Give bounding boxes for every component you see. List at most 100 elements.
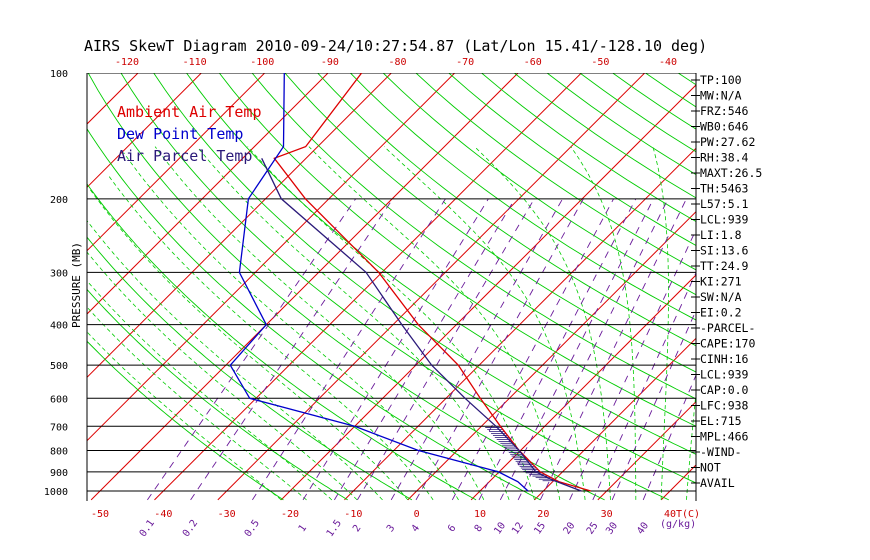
mixing-ratio-line bbox=[390, 198, 563, 501]
mixing-ratio-tick-label: 6 bbox=[446, 523, 458, 534]
mixing-ratio-line bbox=[334, 198, 516, 501]
dry-adiabat-line bbox=[87, 288, 348, 501]
pressure-tick-label: 700 bbox=[50, 422, 68, 433]
pressure-tick-label: 800 bbox=[50, 446, 68, 457]
series-line bbox=[261, 158, 582, 492]
mixing-ratio-line bbox=[499, 198, 654, 501]
pressure-tick-label: 300 bbox=[50, 268, 68, 279]
index-label: RH:38.4 bbox=[700, 151, 749, 165]
dry-adiabat-line bbox=[645, 73, 696, 108]
index-label: PW:27.62 bbox=[700, 135, 755, 149]
index-label: AVAIL bbox=[700, 476, 735, 490]
index-label: TH:5463 bbox=[700, 182, 749, 196]
index-label: MAXT:26.5 bbox=[700, 166, 762, 180]
moist-adiabat-line bbox=[107, 174, 434, 501]
isotherm-line bbox=[87, 73, 456, 442]
mixing-ratio-line bbox=[415, 198, 584, 501]
isotherm-line bbox=[87, 73, 266, 252]
mixing-ratio-line bbox=[190, 198, 394, 501]
top-temp-tick-label: -90 bbox=[321, 57, 339, 68]
mixing-ratio-tick-label: 20 bbox=[562, 520, 578, 536]
bottom-temp-tick-label: 40 bbox=[664, 509, 676, 520]
dry-adiabat-line bbox=[350, 73, 696, 321]
mixing-ratio-line bbox=[451, 198, 614, 501]
isotherm-line bbox=[344, 147, 696, 501]
index-label: LFC:938 bbox=[700, 399, 749, 413]
mixing-ratio-line bbox=[539, 198, 687, 501]
t-unit-label: T(C) bbox=[676, 509, 700, 520]
dry-adiabat-line bbox=[87, 128, 541, 501]
bottom-temp-tick-label: -20 bbox=[281, 509, 299, 520]
dry-adiabat-line bbox=[251, 73, 696, 400]
mixing-ratio-tick-label: 4 bbox=[410, 523, 422, 534]
legend-entry: Ambient Air Temp bbox=[117, 103, 262, 121]
dry-adiabat-line bbox=[87, 73, 605, 501]
top-temp-tick-label: -110 bbox=[183, 57, 207, 68]
mixing-ratio-tick-label: 0.2 bbox=[181, 518, 200, 539]
index-label: TP:100 bbox=[700, 73, 742, 87]
legend-entry: Air Parcel Temp bbox=[117, 147, 252, 165]
index-label: CAP:0.0 bbox=[700, 383, 749, 397]
mixing-ratio-tick-label: 2 bbox=[351, 523, 363, 534]
dry-adiabat-line bbox=[842, 73, 870, 500]
dry-adiabat-line bbox=[415, 73, 696, 271]
dry-adiabat-line bbox=[744, 73, 870, 500]
moist-adiabat-line bbox=[308, 146, 561, 500]
moist-adiabat-line bbox=[196, 146, 510, 501]
mixing-ratio-tick-label: 0.1 bbox=[138, 518, 157, 539]
index-label: FRZ:546 bbox=[700, 104, 749, 118]
dry-adiabat-line bbox=[809, 73, 870, 500]
top-temp-tick-label: -100 bbox=[250, 57, 274, 68]
pressure-tick-label: 600 bbox=[50, 394, 68, 405]
index-label: -WIND- bbox=[700, 445, 742, 459]
pressure-tick-label: 1000 bbox=[44, 487, 68, 498]
index-label: CINH:16 bbox=[700, 352, 749, 366]
dry-adiabat-line bbox=[87, 236, 413, 501]
moist-adiabat-line bbox=[87, 251, 358, 501]
index-label: CAPE:170 bbox=[700, 337, 755, 351]
mixing-ratio-line bbox=[147, 198, 357, 501]
mixing-ratio-tick-label: 0.5 bbox=[243, 518, 262, 539]
top-temp-tick-label: -70 bbox=[456, 57, 474, 68]
dry-adiabat-line bbox=[481, 73, 696, 223]
index-label: WB0:646 bbox=[700, 120, 749, 134]
bottom-temp-tick-label: -10 bbox=[344, 509, 362, 520]
isotherm-line bbox=[0, 64, 21, 500]
bottom-temp-tick-label: -30 bbox=[218, 509, 236, 520]
mixing-ratio-tick-label: 40 bbox=[635, 520, 651, 536]
moist-adiabat-line bbox=[87, 220, 383, 501]
index-label: MPL:466 bbox=[700, 430, 749, 444]
index-label: LCL:939 bbox=[700, 213, 749, 227]
dry-adiabat-line bbox=[448, 73, 696, 247]
index-label: MW:N/A bbox=[700, 89, 742, 103]
index-label: EI:0.2 bbox=[700, 306, 742, 320]
mixing-ratio-tick-label: 8 bbox=[473, 523, 485, 534]
bottom-temp-tick-label: 20 bbox=[537, 509, 549, 520]
index-label: EL:715 bbox=[700, 414, 742, 428]
mixing-ratio-line bbox=[302, 198, 489, 501]
bottom-temp-tick-label: 0 bbox=[414, 509, 420, 520]
mixing-ratio-line bbox=[478, 198, 637, 501]
legend-entry: Dew Point Temp bbox=[117, 125, 243, 143]
index-label: LI:1.8 bbox=[700, 228, 742, 242]
mixing-ratio-tick-label: 10 bbox=[492, 520, 508, 536]
isotherm-line bbox=[534, 337, 696, 501]
isotherm-line bbox=[87, 73, 329, 315]
legend: Ambient Air Temp Dew Point Temp Air Parcel… bbox=[117, 103, 262, 165]
pressure-tick-label: 400 bbox=[50, 321, 68, 332]
index-label: SI:13.6 bbox=[700, 244, 749, 258]
pressure-tick-label: 200 bbox=[50, 195, 68, 206]
pressure-tick-label: 900 bbox=[50, 468, 68, 479]
dry-adiabat-line bbox=[218, 73, 696, 427]
mixing-ratio-line bbox=[611, 309, 696, 501]
mixing-ratio-line bbox=[592, 271, 696, 501]
dry-adiabat-line bbox=[120, 73, 669, 501]
index-label: SW:N/A bbox=[700, 290, 742, 304]
profile-lines bbox=[229, 73, 591, 492]
index-label: LCL:939 bbox=[700, 368, 749, 382]
top-temp-tick-label: -80 bbox=[388, 57, 406, 68]
index-label: NOT bbox=[700, 461, 721, 475]
y-axis-label: PRESSURE (MB) bbox=[70, 242, 83, 328]
